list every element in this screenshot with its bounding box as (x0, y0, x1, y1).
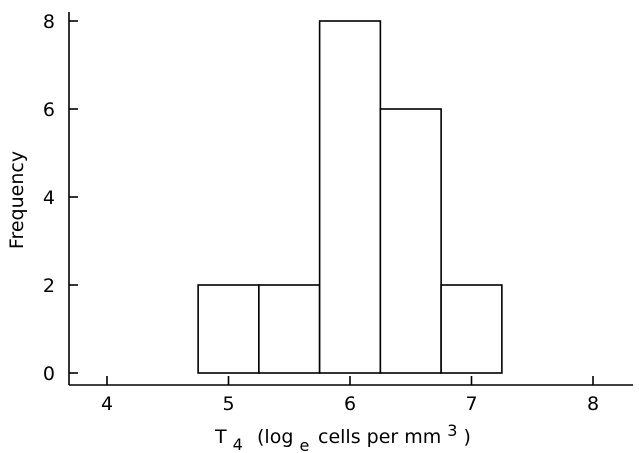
x-axis-label-superscript: 3 (447, 421, 457, 440)
x-tick-label: 6 (344, 393, 356, 415)
x-axis-label-paren-open: (log (257, 426, 293, 448)
x-axis-label-main: T (214, 426, 227, 448)
x-axis-ticks: 4 5 6 7 8 (101, 376, 599, 415)
y-axis-label: Frequency (6, 151, 28, 249)
y-tick-label: 6 (43, 99, 55, 121)
y-axis-ticks: 0 2 4 6 8 (43, 11, 78, 385)
x-tick-label: 4 (101, 393, 113, 415)
x-tick-label: 5 (222, 393, 234, 415)
x-axis-label: T 4 (log e cells per mm 3 ) (214, 419, 471, 453)
histogram-bar-4 (379, 108, 442, 374)
y-tick-label: 4 (43, 187, 55, 209)
histogram-bar-3 (318, 20, 382, 374)
x-axis-label-log-subscript: e (299, 436, 309, 453)
histogram-bars (197, 20, 503, 374)
x-tick-label: 7 (465, 393, 477, 415)
histogram-bar-2 (258, 284, 321, 374)
x-axis-label-subscript: 4 (233, 435, 243, 453)
x-tick-label: 8 (587, 393, 599, 415)
x-axis-label-rest: cells per mm (318, 426, 441, 448)
histogram-bar-5 (440, 284, 503, 374)
x-axis-label-paren-close: ) (464, 426, 471, 448)
y-tick-label: 2 (43, 275, 55, 297)
histogram-bar-1 (197, 284, 260, 374)
y-tick-label: 0 (43, 363, 55, 385)
y-tick-label: 8 (43, 11, 55, 33)
